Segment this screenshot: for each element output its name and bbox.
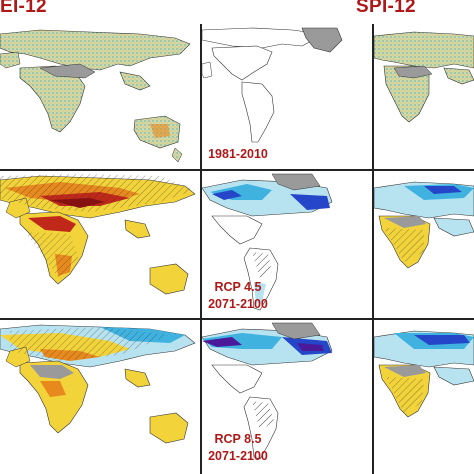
map-spei-rcp85 (0, 321, 200, 474)
column-divider-2 (372, 24, 374, 474)
map-spi-historical-east (374, 24, 474, 167)
map-spi-rcp45 (202, 172, 372, 316)
map-spi-historical (202, 24, 372, 167)
period-label-row2-scenario: RCP 4.5 (214, 280, 262, 294)
period-label-row3-years: 2071-2100 (208, 449, 268, 463)
map-spei-historical (0, 24, 200, 167)
map-spi-rcp85-east (374, 321, 474, 474)
column-divider-1 (200, 24, 202, 474)
row-divider-2 (0, 318, 474, 320)
map-spei-rcp45 (0, 172, 200, 316)
period-label-row3-scenario: RCP 8.5 (214, 432, 262, 446)
map-spi-rcp45-east (374, 172, 474, 316)
header-spi-12: SPI-12 (356, 0, 416, 17)
header-spei-12: EI-12 (0, 0, 47, 17)
row-divider-1 (0, 169, 474, 171)
period-label-row1: 1981-2010 (208, 147, 268, 161)
map-spi-rcp85 (202, 321, 372, 474)
period-label-row2-years: 2071-2100 (208, 297, 268, 311)
